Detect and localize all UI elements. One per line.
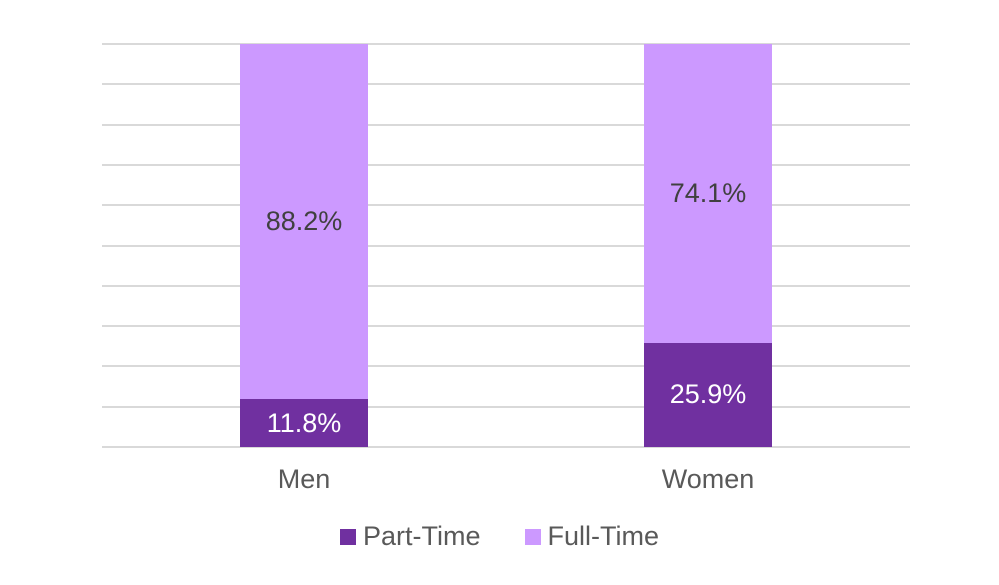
x-axis-label-men: Men: [277, 464, 331, 494]
x-axis: Men Women: [102, 464, 910, 500]
gridline: [102, 446, 910, 448]
legend-label: Full-Time: [547, 521, 660, 551]
gridline: [102, 284, 910, 287]
segment-part-time-women: 25.9%: [644, 342, 772, 447]
gridline: [102, 83, 910, 86]
gridline: [102, 325, 910, 328]
value-label-full-time-men: 88.2%: [265, 206, 343, 237]
gridline: [102, 365, 910, 368]
bar-women: 74.1% 25.9%: [644, 44, 772, 447]
segment-full-time-women: 74.1%: [644, 44, 772, 343]
plot-area: 88.2% 11.8% 74.1% 25.9%: [102, 43, 910, 448]
legend-label: Part-Time: [362, 521, 481, 551]
legend-item-full-time: Full-Time: [524, 521, 660, 552]
legend-item-part-time: Part-Time: [339, 521, 481, 552]
segment-part-time-men: 11.8%: [240, 399, 368, 447]
segment-full-time-men: 88.2%: [240, 44, 368, 400]
legend: Part-Time Full-Time: [0, 521, 999, 552]
gridline: [102, 163, 910, 166]
legend-swatch-icon: [524, 528, 541, 545]
value-label-part-time-men: 11.8%: [266, 407, 342, 438]
x-axis-label-women: Women: [661, 464, 755, 494]
legend-swatch-icon: [339, 528, 356, 545]
gridline: [102, 123, 910, 126]
bar-men: 88.2% 11.8%: [240, 44, 368, 447]
value-label-full-time-women: 74.1%: [669, 177, 747, 208]
gridline: [102, 244, 910, 247]
gridline: [102, 405, 910, 408]
value-label-part-time-women: 25.9%: [669, 379, 747, 410]
gridline: [102, 204, 910, 207]
gridline: [102, 43, 910, 45]
